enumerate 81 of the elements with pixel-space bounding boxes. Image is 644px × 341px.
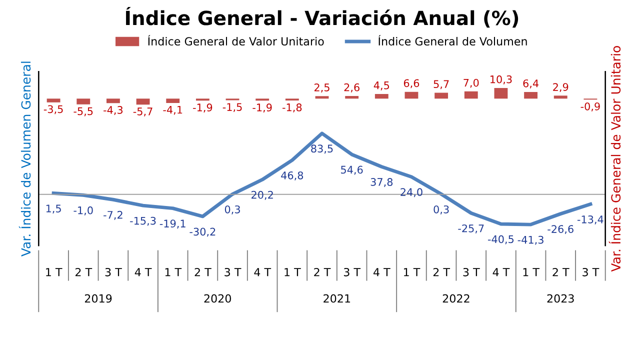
- data-label: 5,7: [434, 80, 449, 90]
- data-label: 0,3: [434, 205, 449, 214]
- x-tick-label: 3 T: [463, 268, 480, 276]
- data-label: -30,2: [190, 228, 216, 237]
- data-label: 7,0: [464, 78, 479, 88]
- data-label: -19,1: [160, 220, 186, 229]
- bar: [106, 98, 120, 104]
- bar: [136, 98, 150, 105]
- data-label: -1,0: [74, 206, 93, 216]
- data-label: 54,6: [341, 166, 363, 175]
- x-tick-label: 2 T: [433, 268, 450, 276]
- data-label: -41,3: [518, 236, 544, 245]
- x-tick-label: 3 T: [582, 268, 600, 276]
- data-label: 24,0: [400, 188, 422, 198]
- data-label: -3,5: [44, 105, 63, 114]
- data-label: -4,3: [104, 106, 123, 115]
- x-tick-label: 1 T: [523, 268, 540, 276]
- chart-title: Índice General - Variación Anual (%): [126, 7, 518, 28]
- data-label: -7,2: [104, 210, 122, 220]
- data-label: -25,7: [458, 224, 484, 234]
- data-label: 2,6: [344, 83, 360, 92]
- bar: [524, 92, 538, 99]
- bar: [76, 98, 90, 104]
- data-label: -1,9: [193, 104, 212, 112]
- data-label: 46,8: [281, 171, 304, 180]
- x-tick-label: 1 T: [404, 268, 420, 276]
- text: 2023: [547, 294, 574, 303]
- y2-axis-title: Var. Índice General de Valor Unitario: [608, 46, 621, 272]
- data-label: 1,5: [46, 204, 61, 214]
- data-label: 10,3: [490, 75, 512, 84]
- text: 2021: [324, 294, 350, 303]
- data-label: -15,3: [130, 216, 156, 226]
- y-axis-title: Var. Índice de Volumen General: [18, 62, 31, 256]
- data-label: -13,4: [577, 215, 604, 224]
- x-tick-label: 2 T: [314, 268, 331, 276]
- data-label: -5,7: [133, 108, 152, 116]
- bar: [494, 88, 508, 99]
- bar: [315, 96, 329, 99]
- data-label: 2,9: [553, 83, 568, 92]
- x-tick-label: 2 T: [552, 268, 570, 276]
- bar: [404, 92, 418, 99]
- bar: [166, 98, 180, 103]
- x-tick-label: 1 T: [284, 268, 301, 276]
- text: 2022: [442, 294, 470, 303]
- bar: [345, 96, 359, 99]
- data-label: 37,8: [370, 178, 393, 187]
- x-tick-label: 4 T: [254, 268, 272, 276]
- x-tick-label: 3 T: [344, 268, 361, 276]
- x-tick-label: 4 T: [134, 268, 152, 276]
- data-label: -26,6: [548, 225, 574, 234]
- x-tick-label: 4 T: [492, 268, 510, 276]
- data-label: -0,9: [580, 102, 600, 112]
- bar: [464, 91, 478, 99]
- bar: [46, 98, 60, 102]
- text: 2019: [84, 294, 112, 303]
- x-tick-label: 3 T: [105, 268, 122, 276]
- data-label: 4,5: [374, 82, 390, 90]
- data-label: -4,1: [163, 106, 182, 115]
- bar: [434, 92, 448, 99]
- data-label: 83,5: [311, 144, 333, 154]
- x-tick-label: 3 T: [224, 268, 242, 276]
- bar: [374, 94, 388, 99]
- text: 2020: [204, 294, 232, 303]
- data-label: -5,5: [74, 107, 93, 116]
- data-label: -1,8: [282, 103, 302, 112]
- bar: [554, 96, 568, 99]
- x-tick-label: 1 T: [165, 268, 182, 276]
- data-label: -1,9: [252, 104, 272, 112]
- data-label: 6,6: [404, 79, 420, 88]
- data-label: -40,5: [488, 235, 514, 244]
- x-tick-label: 1 T: [46, 268, 62, 276]
- x-tick-label: 2 T: [76, 268, 92, 276]
- data-label: 20,2: [252, 190, 273, 200]
- data-label: 6,4: [523, 79, 538, 88]
- legend-label: Índice General de Volumen: [378, 35, 527, 46]
- data-label: 0,3: [224, 205, 240, 214]
- x-tick-label: 4 T: [374, 268, 390, 276]
- legend-label: Índice General de Valor Unitario: [148, 35, 324, 46]
- data-label: 2,5: [314, 84, 330, 92]
- data-label: -1,5: [222, 103, 242, 112]
- x-tick-label: 2 T: [194, 268, 212, 276]
